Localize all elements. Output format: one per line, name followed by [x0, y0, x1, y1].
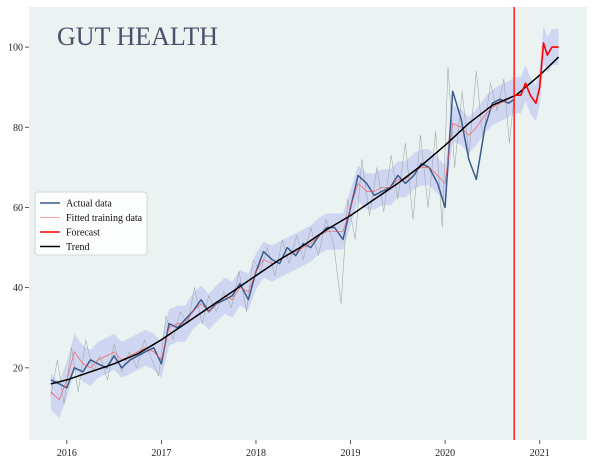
x-tick-label: 2020 — [435, 448, 455, 459]
x-tick-label: 2016 — [57, 448, 77, 459]
legend-label-actual: Actual data — [66, 199, 112, 210]
x-axis-ticks: 2016 2017 2018 2019 2020 2021 — [57, 440, 550, 459]
uncertainty-band-layer — [50, 25, 559, 418]
x-tick-label: 2019 — [341, 448, 361, 459]
x-tick-label: 2021 — [530, 448, 550, 459]
series-line-forecast — [514, 42, 559, 104]
y-axis-ticks: 20 40 60 80 100 — [8, 43, 29, 374]
y-tick-label: 60 — [13, 203, 23, 214]
legend: Actual data Fitted training data Forecast T… — [34, 191, 148, 256]
series-layer — [50, 42, 560, 401]
legend-label-fitted: Fitted training data — [66, 213, 143, 224]
series-line-actual — [50, 90, 515, 389]
x-tick-label: 2017 — [151, 448, 171, 459]
y-tick-label: 80 — [13, 123, 23, 134]
legend-label-trend: Trend — [66, 242, 90, 253]
uncertainty-band — [50, 25, 559, 418]
chart-title: GUT HEALTH — [57, 22, 218, 51]
y-tick-label: 100 — [8, 43, 23, 54]
legend-label-forecast: Forecast — [66, 228, 100, 239]
legend-items: Actual data Fitted training data Forecast T… — [40, 199, 143, 253]
y-tick-label: 40 — [13, 283, 23, 294]
y-tick-label: 20 — [13, 363, 23, 374]
legend-box — [34, 191, 148, 256]
series-line-trend — [50, 56, 560, 385]
x-tick-label: 2018 — [246, 448, 266, 459]
